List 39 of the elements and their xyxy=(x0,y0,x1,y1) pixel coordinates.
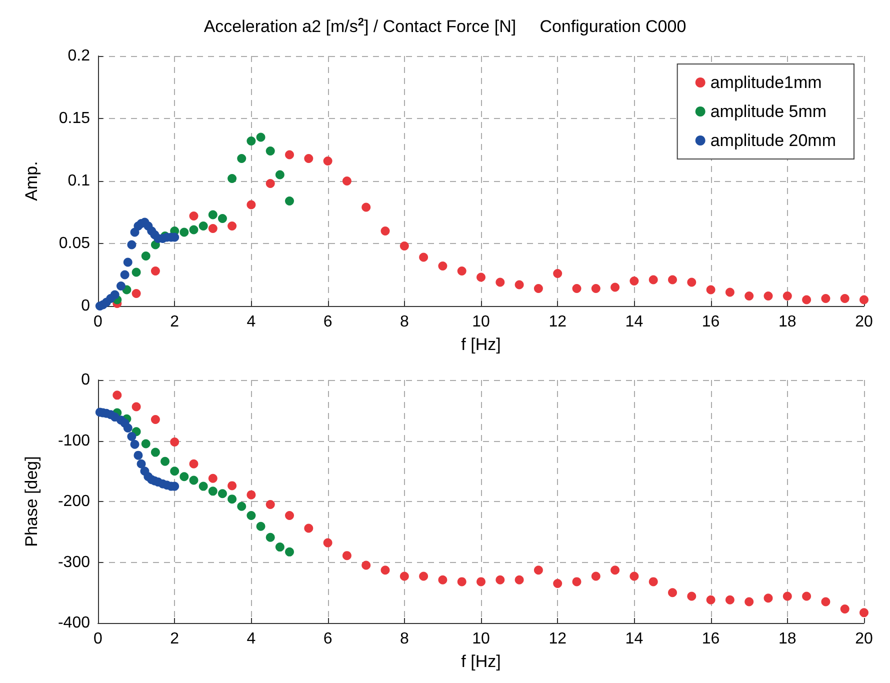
x-tick-label: 4 xyxy=(246,314,256,330)
x-tick-label: 20 xyxy=(855,314,873,330)
x-tick-label: 20 xyxy=(855,630,873,648)
y-tick-label: 0 xyxy=(81,372,90,388)
y-tick-label: 0.05 xyxy=(58,235,90,252)
x-axis-title: f [Hz] xyxy=(461,335,501,354)
y-tick-label: -100 xyxy=(58,432,90,450)
x-axis-title: f [Hz] xyxy=(461,652,501,671)
y-axis-title: Phase [deg] xyxy=(22,456,41,547)
x-tick-label: 2 xyxy=(170,314,180,330)
x-tick-label: 0 xyxy=(94,314,103,330)
y-tick-label: 0 xyxy=(81,298,90,314)
y-tick-label: 0.15 xyxy=(58,110,90,127)
x-tick-label: 4 xyxy=(246,630,256,648)
x-tick-label: 6 xyxy=(323,630,332,648)
x-tick-label: 14 xyxy=(625,314,644,330)
x-tick-label: 0 xyxy=(94,630,103,648)
y-tick-label: 0.1 xyxy=(68,172,90,190)
x-tick-label: 12 xyxy=(548,314,567,330)
legend-label: amplitude 20mm xyxy=(710,131,836,150)
y-tick-label: 0.2 xyxy=(68,48,90,64)
x-tick-label: 6 xyxy=(323,314,332,330)
x-tick-label: 18 xyxy=(778,630,796,648)
x-tick-label: 18 xyxy=(778,314,796,330)
x-tick-label: 10 xyxy=(472,630,490,648)
x-tick-label: 16 xyxy=(702,630,720,648)
y-tick-label: -400 xyxy=(58,614,90,632)
y-axis-title: Amp. xyxy=(22,161,41,201)
x-tick-label: 12 xyxy=(548,630,567,648)
x-tick-label: 8 xyxy=(400,314,409,330)
legend-label: amplitude1mm xyxy=(710,73,822,92)
x-tick-label: 16 xyxy=(702,314,720,330)
y-tick-label: -200 xyxy=(58,493,90,510)
x-tick-label: 8 xyxy=(400,630,409,648)
x-tick-label: 10 xyxy=(472,314,490,330)
x-tick-label: 14 xyxy=(625,630,644,648)
x-tick-label: 2 xyxy=(170,630,180,648)
y-tick-label: -300 xyxy=(58,554,90,571)
legend-label: amplitude 5mm xyxy=(710,102,827,121)
